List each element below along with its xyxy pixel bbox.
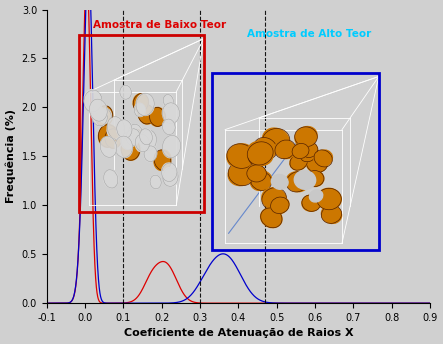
Ellipse shape [150,175,161,189]
Ellipse shape [98,125,118,147]
Ellipse shape [292,143,309,159]
Ellipse shape [126,129,140,146]
Ellipse shape [271,197,289,214]
Ellipse shape [136,134,149,152]
Ellipse shape [99,108,112,123]
Ellipse shape [290,154,307,170]
Ellipse shape [275,140,295,159]
Ellipse shape [248,145,272,166]
Ellipse shape [253,138,277,159]
Ellipse shape [105,129,121,148]
Text: Amostra de Baixo Teor: Amostra de Baixo Teor [93,20,226,30]
Ellipse shape [121,138,140,160]
Ellipse shape [299,147,316,162]
Ellipse shape [162,103,179,123]
Ellipse shape [286,172,309,192]
Ellipse shape [306,171,324,186]
Ellipse shape [149,107,166,126]
Ellipse shape [163,135,180,158]
Ellipse shape [322,205,342,224]
Text: Amostra de Alto Teor: Amostra de Alto Teor [247,29,371,39]
Ellipse shape [92,107,107,126]
Ellipse shape [115,136,132,158]
Ellipse shape [84,89,101,112]
Ellipse shape [136,94,154,116]
Ellipse shape [163,119,175,135]
Ellipse shape [89,99,107,121]
Ellipse shape [263,128,289,153]
Ellipse shape [247,165,266,182]
Ellipse shape [129,129,144,146]
Ellipse shape [163,95,173,107]
Ellipse shape [120,85,131,99]
Ellipse shape [314,150,332,167]
Ellipse shape [117,120,132,138]
Ellipse shape [104,170,118,187]
Ellipse shape [295,127,317,147]
Ellipse shape [144,146,157,162]
Ellipse shape [300,141,318,158]
Ellipse shape [260,208,282,228]
Ellipse shape [134,103,145,117]
Ellipse shape [262,188,286,210]
Ellipse shape [96,106,113,126]
X-axis label: Coeficiente de Atenuação de Raios X: Coeficiente de Atenuação de Raios X [124,329,353,338]
Ellipse shape [121,133,134,149]
Ellipse shape [140,129,152,145]
Ellipse shape [138,104,155,124]
Ellipse shape [100,137,117,157]
Ellipse shape [154,150,171,170]
Ellipse shape [248,142,273,165]
Ellipse shape [133,94,148,112]
Ellipse shape [107,117,125,139]
Ellipse shape [140,130,156,151]
Ellipse shape [162,163,177,182]
Y-axis label: Frequência (%): Frequência (%) [6,109,16,203]
Ellipse shape [272,174,288,189]
Ellipse shape [227,144,255,168]
Ellipse shape [128,124,143,142]
Ellipse shape [294,171,316,189]
Ellipse shape [302,195,321,211]
Ellipse shape [250,171,272,191]
Ellipse shape [307,154,328,173]
Ellipse shape [317,188,341,210]
Ellipse shape [228,162,254,186]
Ellipse shape [309,190,323,202]
Ellipse shape [163,168,178,187]
